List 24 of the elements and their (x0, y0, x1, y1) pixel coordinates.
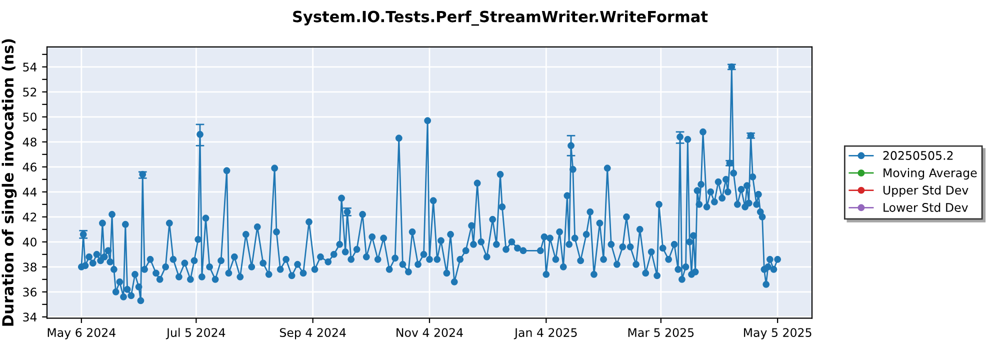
y-tick-label: 34 (23, 312, 37, 322)
x-tick-label: Jan 4 2025 (514, 328, 577, 340)
y-axis-title: Duration of single invocation (ns) (2, 39, 17, 326)
chart-title: System.IO.Tests.Perf_StreamWriter.WriteFormat (293, 10, 708, 26)
legend-label: Lower Std Dev (884, 202, 968, 212)
legend-label: 20250505.2 (883, 151, 953, 160)
y-tick-label: 46 (22, 162, 37, 172)
y-tick-label: 54 (23, 62, 37, 72)
x-tick-label: Mar 5 2025 (628, 328, 694, 338)
x-tick-label: Jul 5 2024 (166, 328, 226, 340)
y-tick-label: 48 (22, 138, 36, 147)
legend-label: Moving Average (884, 168, 977, 180)
x-tick-label: May 6 2024 (48, 328, 116, 340)
y-tick-label: 40 (22, 238, 36, 247)
x-tick-label: Nov 4 2024 (396, 328, 463, 338)
y-tick-label: 52 (23, 88, 36, 97)
y-tick-label: 42 (22, 212, 36, 222)
y-tick-label: 50 (23, 112, 36, 122)
y-tick-label: 38 (23, 262, 36, 272)
x-tick-label: Sep 4 2024 (280, 328, 346, 340)
x-tick-label: May 5 2025 (744, 328, 812, 340)
y-tick-label: 36 (23, 288, 37, 297)
legend-label: Upper Std Dev (883, 185, 968, 197)
y-tick-label: 44 (22, 188, 37, 196)
